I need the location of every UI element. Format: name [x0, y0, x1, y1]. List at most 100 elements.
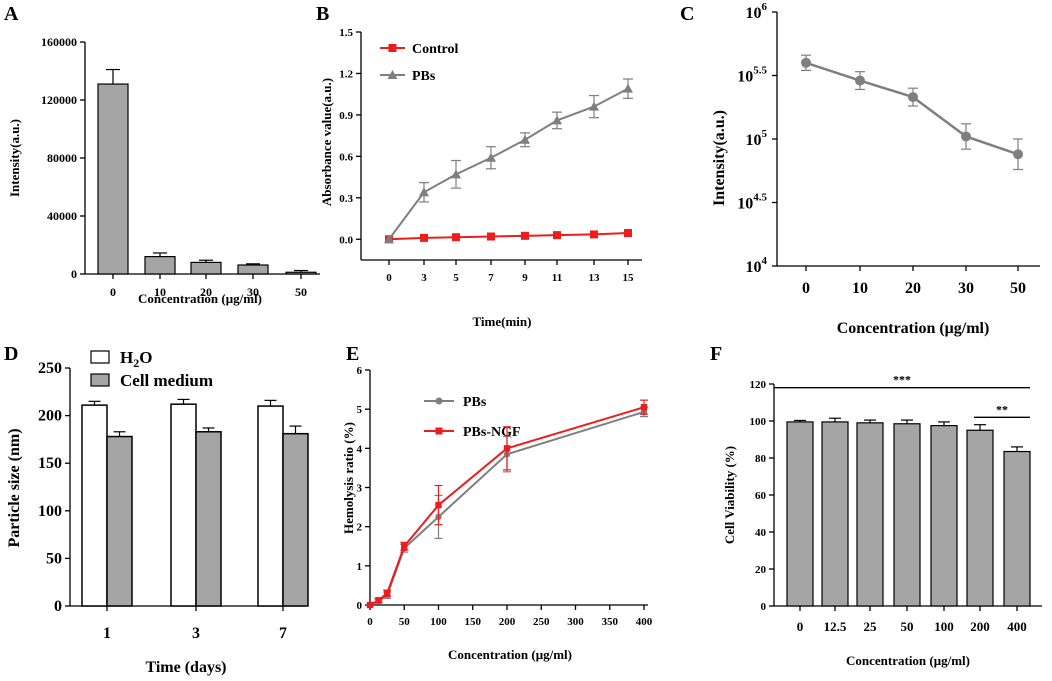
panel-e: E Hemolysis ratio (%) Concentration (μg/…: [341, 343, 572, 662]
panel-a-xtick-label-0: 0: [110, 285, 116, 299]
panel-a-xlabel: Concentration (μg/ml): [138, 291, 262, 306]
panel-e-ytick-label-1: 1: [357, 561, 363, 573]
panel-d-xtick-label-0: 1: [103, 625, 111, 642]
panel-b-pbs-point-7: [623, 83, 633, 93]
panel-d: D Particle size (nm) Time (days) H2O Cel…: [4, 343, 227, 676]
panel-e-xtick-label-7: 350: [602, 616, 619, 628]
panel-b-xtick-label-2: 5: [453, 272, 459, 284]
legend-swatch-cell-medium: [90, 373, 110, 387]
panel-b-pbs-point-0: [384, 234, 394, 244]
panel-b-xtick-label-1: 3: [421, 272, 427, 284]
panel-f-ylabel: Cell Viability (%): [722, 446, 737, 544]
panel-c-label: C: [680, 3, 694, 25]
panel-c-ytick-exp-2: 5: [762, 128, 768, 140]
panel-f-sig-label-0: ***: [893, 373, 911, 387]
panel-a-ytick-label-1: 40000: [47, 209, 77, 223]
panel-c-ytick-base-0: 10: [746, 259, 762, 276]
panel-c-ytick-base-2: 10: [746, 132, 762, 149]
panel-e-label: E: [346, 343, 359, 365]
legend-h2o-sub: 2: [133, 356, 139, 370]
panel-b-control-point-6: [590, 230, 598, 239]
panel-c-point-3: [961, 131, 971, 142]
legend-label-h2o: H2O: [120, 348, 152, 370]
panel-b-legend-marker-control: [388, 44, 397, 52]
panel-b-ytick-label-0: 0.0: [339, 234, 353, 246]
panel-b-pbs-point-3: [486, 152, 496, 162]
panel-e-xtick-label-3: 150: [465, 616, 482, 628]
panel-f-ytick-label-1: 20: [755, 564, 767, 576]
panel-b-line-control: [388, 232, 629, 241]
panel-c-line: [805, 61, 1019, 156]
panel-f-ytick-label-6: 120: [750, 379, 767, 391]
panel-f-bar-0: [786, 421, 814, 607]
panel-f-bar-5: [966, 429, 994, 607]
panel-b-control-point-3: [487, 232, 495, 241]
panel-b-xtick-label-7: 15: [623, 272, 635, 284]
panel-b-xtick-label-3: 7: [488, 272, 494, 284]
panel-d-bar-h2o-2: [257, 405, 284, 607]
panel-f-bar-3: [893, 423, 921, 607]
panel-b: B Absorbance value(a.u.) Time(min): [316, 3, 531, 329]
panel-c-ytick-exp-0: 4: [762, 255, 768, 267]
panel-e-pbs-ngf-point-2: [383, 590, 391, 597]
panel-b-xlabel: Time(min): [473, 314, 532, 329]
panel-e-xtick-label-5: 250: [533, 616, 550, 628]
panel-c-point-4: [1013, 149, 1023, 160]
panel-b-pbs-point-1: [419, 187, 429, 197]
panel-c-ytick-label-0: 104: [746, 255, 768, 276]
panel-f-sig-label-1: **: [996, 402, 1008, 416]
panel-e-pbs-ngf-point-4: [435, 501, 442, 509]
panel-d-ytick-label-3: 150: [38, 455, 62, 472]
panel-e-ytick-label-6: 6: [357, 365, 363, 377]
panel-c-ytick-label-4: 106: [746, 1, 768, 22]
panel-e-ytick-label-5: 5: [357, 404, 363, 416]
panel-e-ytick-label-2: 2: [357, 522, 363, 534]
panel-c-xtick-label-1: 10: [852, 280, 868, 297]
panel-f-ytick-label-0: 0: [761, 601, 767, 613]
panel-c-ytick-label-1: 104.5: [737, 192, 767, 213]
panel-c-xtick-label-4: 50: [1010, 280, 1026, 297]
panel-a-label: A: [4, 3, 19, 25]
panel-b-control-point-2: [452, 233, 460, 242]
panel-b-label: B: [316, 3, 329, 25]
panel-c-ytick-base-1: 10: [737, 196, 753, 213]
legend-swatch-h2o: [90, 350, 110, 364]
panel-e-xlabel: Concentration (μg/ml): [448, 647, 572, 662]
panel-b-control-point-7: [624, 229, 632, 238]
panel-b-legend-label-control: Control: [412, 42, 459, 57]
panel-a: A Intensity(a.u.) Concentration (μg/ml): [4, 3, 262, 306]
panel-d-ytick-label-2: 100: [38, 503, 62, 520]
panel-a-ytick-label-2: 80000: [47, 151, 77, 165]
panel-f-xtick-label-2: 25: [864, 619, 878, 634]
legend-label-pbs-ngf: PBs-NGF: [463, 425, 521, 440]
panel-a-ylabel: Intensity(a.u.): [7, 119, 22, 197]
legend-marker-pbs: [435, 397, 443, 405]
panel-a-bar-3: [237, 264, 269, 275]
panel-e-xtick-label-0: 0: [367, 616, 373, 628]
panel-b-xtick-label-0: 0: [386, 272, 392, 284]
panel-b-xtick-label-5: 11: [552, 272, 562, 284]
panel-c-xlabel: Concentration (μg/ml): [837, 320, 990, 337]
legend-label-pbs-e: PBs: [463, 395, 487, 410]
legend-h2o-tail: O: [139, 348, 152, 367]
panel-c-ytick-base-4: 10: [746, 5, 762, 22]
legend-marker-pbs-ngf: [435, 427, 443, 435]
panel-a-xtick-label-2: 20: [200, 285, 212, 299]
panel-f-xtick-label-0: 0: [797, 619, 804, 634]
panel-d-ylabel: Particle size (nm): [6, 428, 23, 547]
panel-f-ytick-label-4: 80: [755, 453, 767, 465]
panel-f-xtick-label-3: 50: [901, 619, 914, 634]
panel-e-pbs-ngf-point-6: [640, 404, 648, 411]
panel-f-bar-6: [1003, 450, 1031, 607]
panel-d-bar-cell-medium-2: [282, 432, 309, 607]
panel-b-pbs-point-2: [451, 169, 461, 179]
panel-b-ylabel: Absorbance value(a.u.): [319, 78, 334, 206]
panel-d-xtick-label-2: 7: [279, 625, 287, 642]
panel-b-control-point-1: [420, 233, 428, 242]
panel-e-xtick-label-4: 200: [499, 616, 516, 628]
panel-e-xtick-label-8: 400: [636, 616, 653, 628]
panel-c: C Intensity(a.u.) Concentration (μg/ml): [680, 3, 989, 337]
panel-d-ytick-label-0: 0: [54, 598, 62, 615]
panel-b-xtick-label-4: 9: [522, 272, 528, 284]
